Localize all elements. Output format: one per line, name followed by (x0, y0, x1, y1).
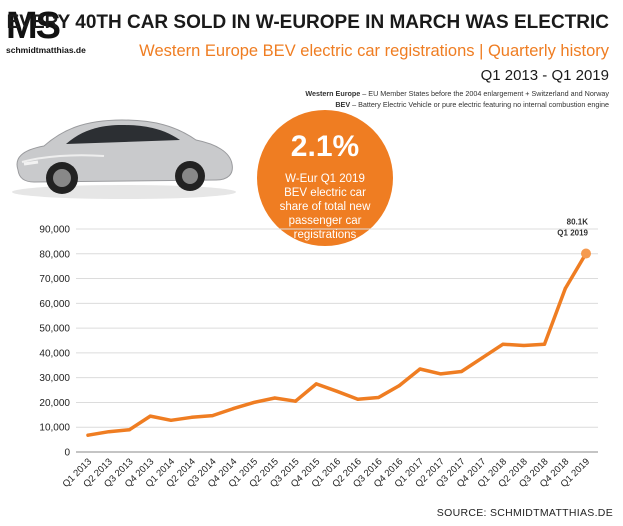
data-point (480, 356, 484, 360)
definition-text: – Battery Electric Vehicle or pure elect… (350, 100, 609, 109)
y-tick-label: 30,000 (39, 373, 70, 384)
y-tick-label: 70,000 (39, 274, 70, 285)
data-point (397, 383, 401, 388)
car-image (12, 119, 236, 199)
chart-title: EVERY 40TH CAR SOLD IN W-EUROPE IN MARCH… (6, 12, 609, 33)
logo-mark: MS (6, 5, 61, 47)
y-tick-label: 50,000 (39, 324, 70, 335)
y-axis: 0 10,000 20,000 30,000 40,000 50,000 60,000 70,… (39, 225, 70, 459)
annotation-value: 80.1K (567, 218, 589, 227)
data-point (563, 286, 567, 291)
data-point (231, 407, 235, 411)
y-tick-label: 80,000 (39, 249, 70, 260)
data-point (314, 382, 318, 386)
series-line (86, 251, 588, 437)
definition-bev: BEV – Battery Electric Vehicle or pure e… (305, 99, 609, 110)
data-point (335, 389, 339, 393)
y-tick-label: 60,000 (39, 299, 70, 310)
y-tick-label: 40,000 (39, 348, 70, 359)
annotation-period: Q1 2019 (557, 229, 588, 238)
y-tick-label: 90,000 (39, 225, 70, 236)
y-tick-label: 20,000 (39, 398, 70, 409)
badge-line: passenger car (288, 215, 362, 227)
badge-line: share of total new (279, 201, 371, 213)
data-point (148, 414, 152, 418)
y-tick-label: 10,000 (39, 423, 70, 434)
annotation: 80.1K Q1 2019 (557, 218, 588, 238)
data-point (107, 430, 111, 434)
ev-share-badge: 2.1% W-Eur Q1 2019 BEV electric car shar… (257, 110, 393, 246)
data-point (459, 369, 464, 374)
definition-text: – EU Member States before the 2004 enlar… (360, 89, 609, 98)
badge-line: BEV electric car (284, 187, 366, 199)
chart-period: Q1 2013 - Q1 2019 (480, 67, 609, 84)
data-point (522, 343, 526, 348)
data-point (581, 248, 591, 259)
badge-line: registrations (293, 229, 357, 241)
chart-subtitle: Western Europe BEV electric car registra… (139, 42, 609, 60)
logo-site: schmidtmatthias.de (6, 45, 86, 55)
data-point (356, 397, 360, 401)
definitions: Western Europe – EU Member States before… (305, 88, 609, 110)
data-point (293, 399, 298, 403)
data-point (86, 433, 90, 437)
data-point (273, 396, 277, 400)
badge-line: W-Eur Q1 2019 (285, 173, 365, 185)
data-point (501, 342, 505, 346)
data-point (252, 400, 256, 405)
definition-term: Western Europe (305, 89, 361, 98)
y-tick-label: 0 (64, 448, 70, 459)
series (86, 248, 591, 437)
data-point (127, 428, 132, 432)
definition-term: BEV (335, 100, 351, 109)
data-point (376, 395, 381, 400)
definition-western-europe: Western Europe – EU Member States before… (305, 88, 609, 99)
data-point (418, 367, 422, 371)
data-point (439, 372, 443, 376)
data-point (542, 342, 547, 346)
source-note: SOURCE: SCHMIDTMATTHIAS.DE (436, 507, 613, 519)
grid (76, 228, 598, 453)
data-point (169, 418, 173, 422)
data-point (210, 413, 215, 418)
logo: MS schmidtmatthias.de (6, 5, 98, 55)
badge-value: 2.1% (290, 130, 360, 163)
badge-text: W-Eur Q1 2019 BEV electric car share of … (273, 172, 377, 242)
data-point (190, 415, 194, 419)
